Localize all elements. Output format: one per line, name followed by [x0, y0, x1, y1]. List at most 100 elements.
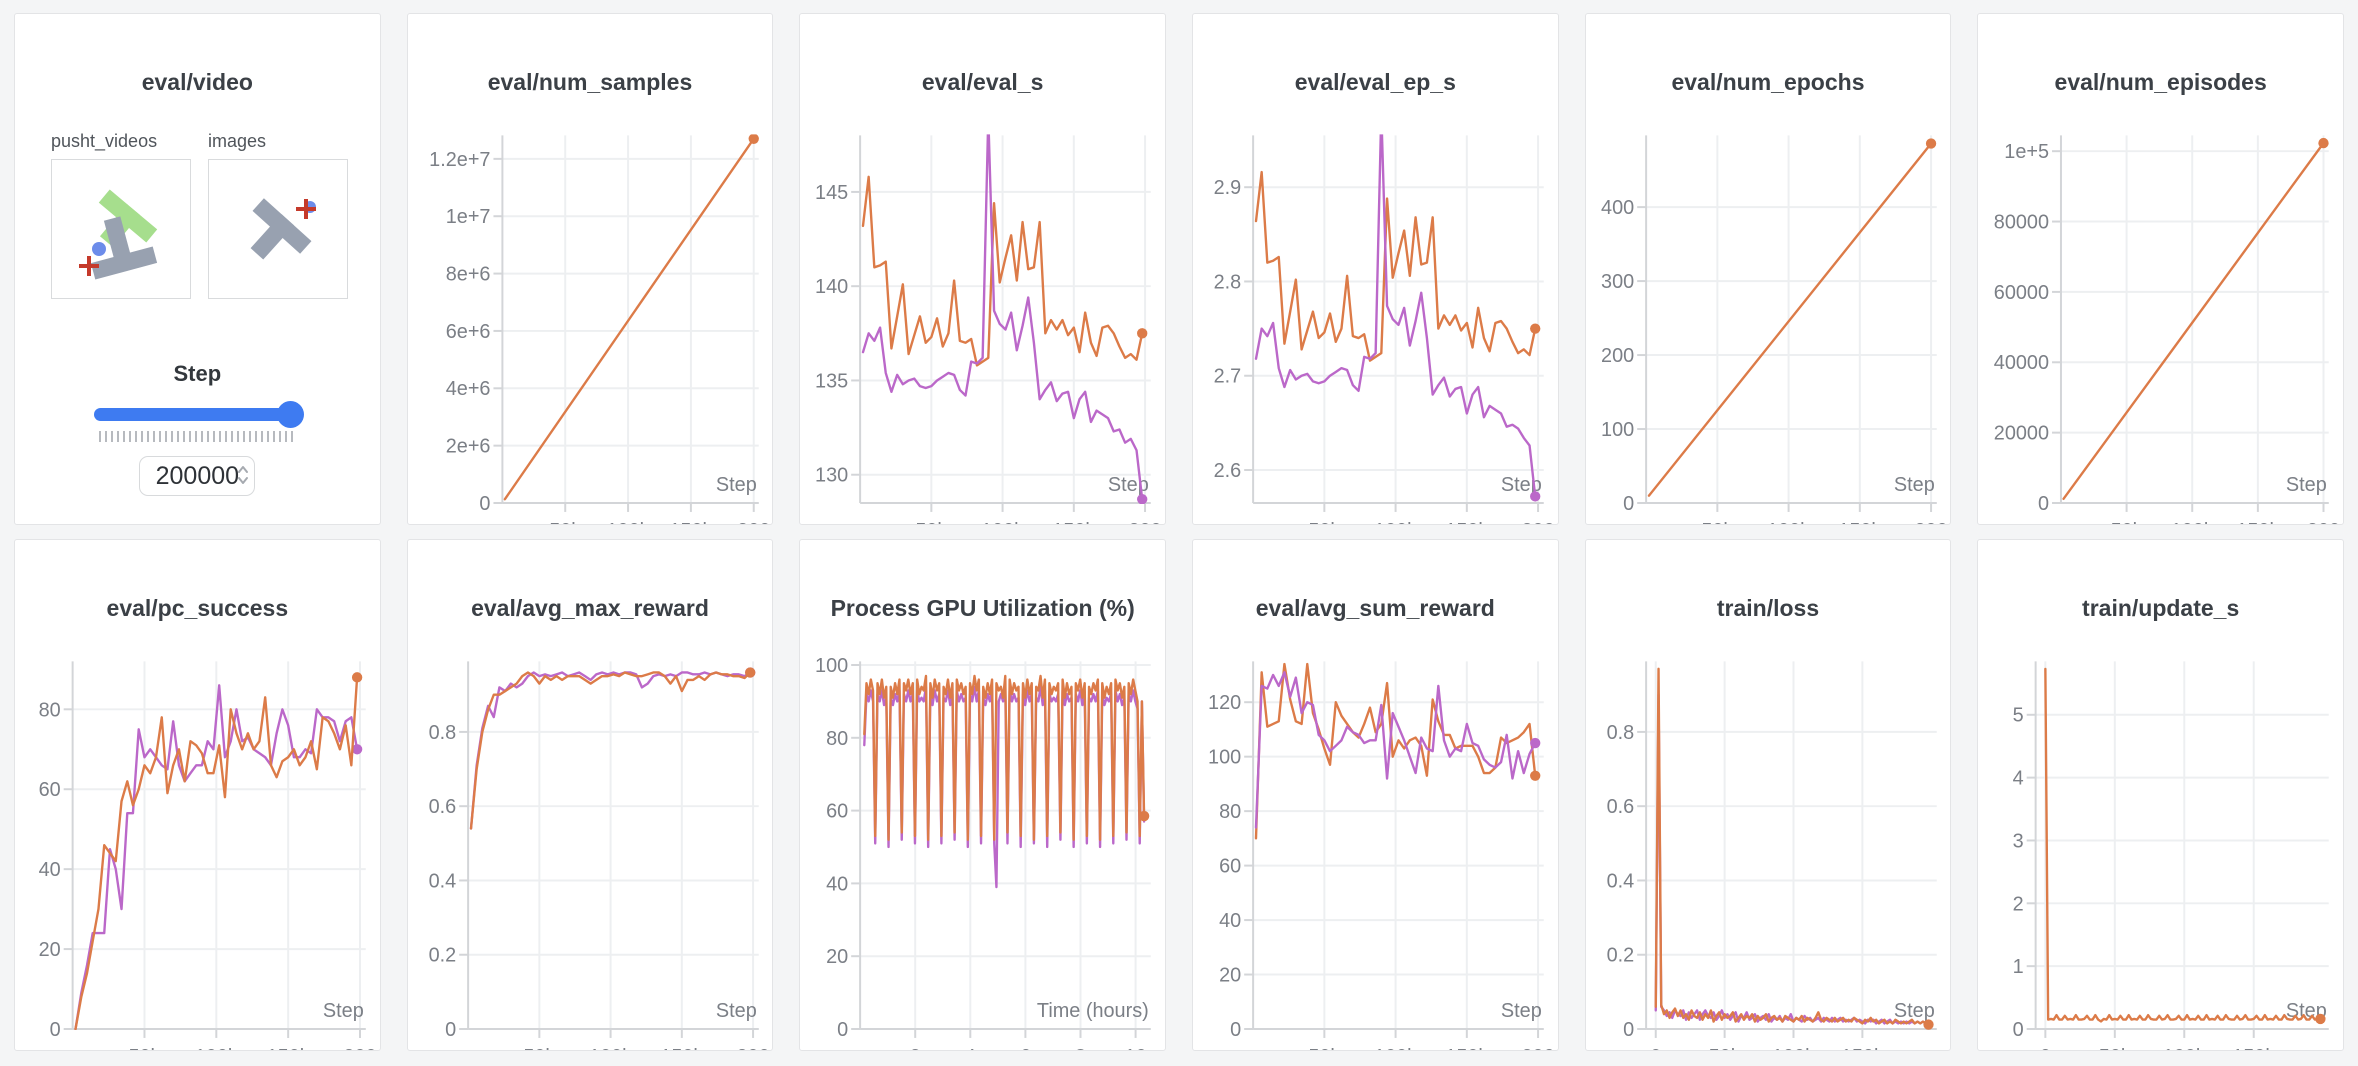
y-tick-label: 100: [1208, 747, 1241, 769]
x-tick-label: 50k: [1701, 520, 1733, 525]
panel-eval-avg-max-reward: eval/avg_max_reward 50k 100k 150k 200 0 0.2 0.4…: [406, 539, 774, 1051]
y-tick-label: 2.8: [1214, 271, 1242, 293]
x-axis-caption: Step: [323, 1000, 364, 1022]
y-tick-label: 1.2e+7: [429, 149, 490, 171]
series-line-orange: [469, 671, 752, 830]
step-input[interactable]: [155, 461, 240, 491]
y-tick-label: 80: [39, 699, 61, 721]
x-tick-label: 50k: [1708, 1046, 1740, 1051]
panel-title: eval/num_episodes: [2054, 69, 2267, 95]
series-line-orange: [503, 137, 755, 501]
y-tick-label: 0.2: [1606, 945, 1634, 967]
x-tick-label: 50k: [2099, 1046, 2131, 1051]
x-tick-label: 50k: [549, 520, 581, 525]
y-tick-label: 135: [815, 370, 848, 392]
series-line-purple: [1654, 693, 1930, 1026]
y-tick-label: 40: [826, 873, 848, 895]
series-end-dot-orange: [1139, 810, 1150, 822]
panel-train-loss: train/loss 0 50k 100k 150k 0 0.2 0.4 0.6 0.8 Step: [1584, 539, 1952, 1051]
series-end-dot-orange: [2315, 1013, 2326, 1025]
media-pusht-videos: pusht_videos: [51, 131, 191, 299]
panel-eval-eval-s: eval/eval_s 50k 100k 150k 200 130 135 140 145 Ste…: [799, 13, 1166, 525]
series-end-dot-orange: [1530, 323, 1541, 334]
chart-canvas[interactable]: 50k 100k 150k 200 0 100 200 300 400 Step: [1586, 124, 1951, 525]
x-tick-label: 100k: [1374, 520, 1417, 525]
panel-title: eval/pc_success: [106, 595, 289, 621]
y-tick-label: 60000: [1994, 282, 2049, 304]
y-tick-label: 0: [479, 493, 490, 515]
y-tick-label: 5: [2013, 705, 2024, 727]
image-thumbnail[interactable]: [208, 159, 348, 299]
y-tick-label: 0.6: [428, 796, 456, 818]
panel-eval-pc-success: eval/pc_success 50k 100k 150k 200 0 20 40 60 80 St…: [14, 539, 381, 1051]
chart-canvas[interactable]: 0 50k 100k 150k 0 0.2 0.4 0.6 0.8 Step: [1586, 650, 1951, 1051]
x-tick-label: 150k: [2237, 520, 2280, 525]
y-tick-label: 2.7: [1214, 366, 1242, 388]
agent-dot-icon: [92, 242, 106, 256]
step-slider[interactable]: [94, 401, 305, 428]
chevron-up-down-icon: [238, 466, 249, 484]
y-tick-label: 0: [1623, 1019, 1634, 1041]
x-tick-label: 100k: [1767, 520, 1810, 525]
y-tick-label: 80: [826, 728, 848, 750]
series-end-dot-purple: [1137, 494, 1148, 504]
series-end-dot-orange: [351, 672, 363, 683]
stepper-arrows[interactable]: [237, 464, 249, 486]
y-tick-label: 140: [815, 276, 848, 298]
slider-tick-ruler: [99, 431, 296, 442]
x-tick-label: 100k: [981, 520, 1024, 525]
slider-thumb[interactable]: [277, 401, 305, 428]
panel-title: eval/num_samples: [487, 69, 693, 95]
series-line-purple: [1254, 671, 1537, 829]
y-tick-label: 20000: [1994, 423, 2049, 445]
chart-canvas[interactable]: 50k 100k 150k 200 2.6 2.7 2.8 2.9 Step: [1193, 124, 1558, 525]
y-tick-label: 0.8: [428, 722, 456, 744]
x-axis-caption: Step: [2286, 474, 2327, 496]
panel-title: eval/eval_s: [921, 69, 1044, 95]
y-tick-label: 8e+6: [445, 264, 490, 286]
slider-track[interactable]: [94, 408, 299, 421]
series-line-orange: [2062, 141, 2325, 501]
y-tick-label: 80: [1219, 801, 1241, 823]
x-tick-label: 50k: [1308, 520, 1340, 525]
chart-canvas[interactable]: 50k 100k 150k 200 0 20 40 60 80 100 120 Step: [1193, 650, 1558, 1051]
y-tick-label: 40: [1219, 910, 1241, 932]
x-tick-label: 200: [1521, 520, 1554, 525]
chart-canvas[interactable]: 50k 100k 150k 200 0 2e+6 4e+6 6e+6 8e+6 1e+7 1.2e+…: [408, 124, 773, 525]
series-end-dot-purple: [1530, 491, 1541, 502]
panel-eval-avg-sum-reward: eval/avg_sum_reward 50k 100k 150k 200 0 20 40 60…: [1191, 539, 1559, 1051]
y-tick-label: 20: [39, 939, 61, 961]
y-tick-label: 40000: [1994, 352, 2049, 374]
y-tick-label: 300: [1601, 271, 1634, 293]
y-tick-label: 60: [39, 779, 61, 801]
chart-canvas[interactable]: 246810020406080100Time (hours): [800, 650, 1165, 1051]
chart-canvas[interactable]: 50k 100k 150k 200 0 20 40 60 80 Step: [15, 650, 380, 1051]
series-end-dot-orange: [748, 134, 759, 144]
x-tick-label: 150k: [267, 1046, 310, 1051]
series-line-orange: [1654, 667, 1930, 1026]
x-tick-label: 150k: [660, 1046, 703, 1051]
series-line-orange: [74, 676, 359, 1030]
chart-canvas[interactable]: 50k 100k 150k 200 0 20000 40000 60000 80000 1e+5 S…: [1978, 124, 2343, 525]
series-end-dot-orange: [2318, 137, 2329, 149]
panel-eval-eval-ep-s: eval/eval_ep_s 50k 100k 150k 200 2.6 2.7 2.8 2.9…: [1191, 13, 1559, 525]
panel-train-update-s: train/update_s050k100k150k012345Step: [1977, 539, 2344, 1051]
series-line-orange: [862, 175, 1144, 367]
x-axis-caption: Step: [1108, 474, 1149, 496]
y-tick-label: 4e+6: [445, 378, 490, 400]
step-slider-label: Step: [173, 361, 222, 386]
chart-canvas[interactable]: 50k 100k 150k 200 130 135 140 145 Step: [800, 124, 1165, 525]
pusht-video-thumbnail[interactable]: [51, 159, 191, 299]
chart-canvas[interactable]: 50k 100k 150k 200 0 0.2 0.4 0.6 0.8 Step: [408, 650, 773, 1051]
x-tick-label: 0: [2040, 1046, 2051, 1051]
series-end-dot-orange: [744, 667, 756, 678]
y-tick-label: 130: [815, 465, 848, 487]
media-label: pusht_videos: [51, 131, 158, 151]
x-tick-label: 50k: [2111, 520, 2143, 525]
panel-title: train/update_s: [2082, 595, 2240, 621]
panel-title: eval/eval_ep_s: [1294, 69, 1456, 95]
y-tick-label: 145: [815, 182, 848, 204]
y-tick-label: 4: [2013, 768, 2024, 790]
x-axis-caption: Step: [1501, 1000, 1542, 1022]
chart-canvas[interactable]: 050k100k150k012345Step: [1978, 650, 2343, 1051]
